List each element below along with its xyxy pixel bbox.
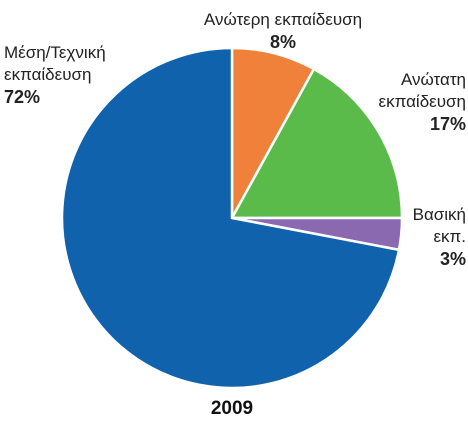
value-label: 3% xyxy=(439,249,466,269)
slice-label: Ανώτερη εκπαίδευση 8% xyxy=(170,9,396,53)
slice-label: Μέση/Τεχνική εκπαίδευση 72% xyxy=(4,42,154,108)
category-name: Μέση/Τεχνική εκπαίδευση xyxy=(4,43,106,84)
slice-label: Ανώτατη εκπαίδευση 17% xyxy=(370,69,466,135)
category-name: Ανώτερη εκπαίδευση xyxy=(203,10,363,29)
value-label: 72% xyxy=(4,87,41,107)
year-label: 2009 xyxy=(210,398,254,419)
value-label: 17% xyxy=(429,114,466,134)
slice-label: Βασική εκπ. 3% xyxy=(396,204,466,270)
category-name: Βασική εκπ. xyxy=(412,205,466,246)
pie-slice xyxy=(229,67,404,220)
value-label: 8% xyxy=(269,32,296,52)
category-name: Ανώτατη εκπαίδευση xyxy=(378,70,466,111)
pie-slice xyxy=(60,46,401,390)
